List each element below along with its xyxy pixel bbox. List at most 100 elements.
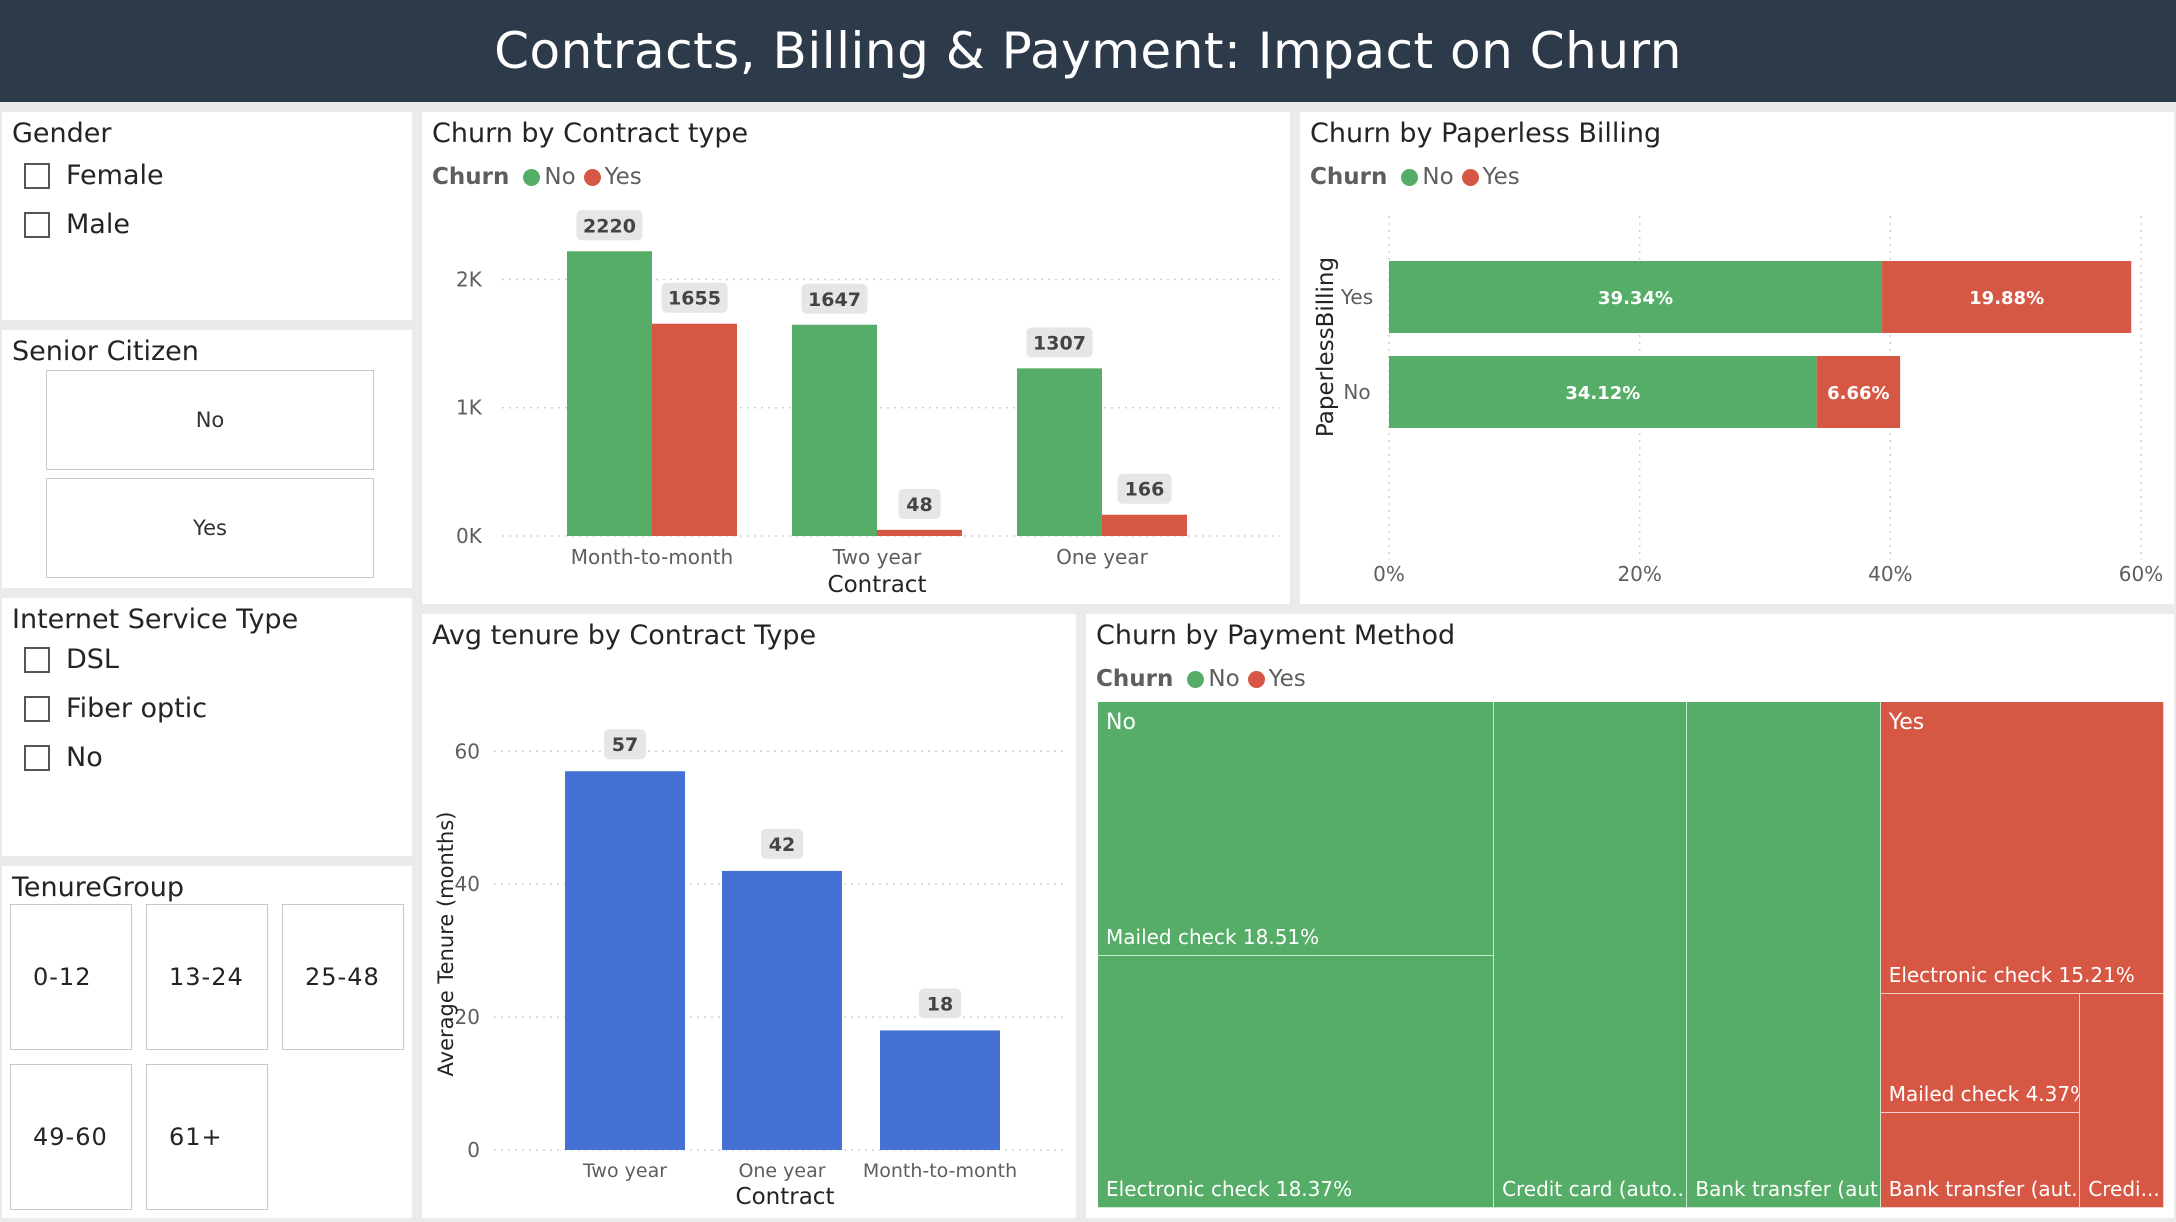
tenure-chart-title: Avg tenure by Contract Type: [432, 620, 817, 651]
bar-no: [567, 251, 652, 536]
checkbox-icon[interactable]: [24, 744, 50, 771]
paperless-bar-chart: 0% 20% 40% 60% 39.34% 19.88% Yes 34.12% 6.66% NoP…: [1313, 216, 2163, 586]
option-label: Fiber optic: [66, 693, 208, 724]
gender-option-male[interactable]: Male: [24, 209, 130, 240]
treemap-group-label: No: [1106, 710, 1136, 735]
x-tick-label: One year: [738, 1160, 825, 1182]
legend-item-no[interactable]: No: [1187, 666, 1240, 692]
data-label: 166: [1125, 479, 1165, 501]
checkbox-icon[interactable]: [24, 162, 50, 189]
legend-item-yes[interactable]: Yes: [583, 164, 642, 190]
legend-label-yes: Yes: [1268, 666, 1306, 692]
payment-chart-title: Churn by Payment Method: [1096, 620, 1456, 651]
tenure-tile-0-12[interactable]: 0-12: [10, 904, 132, 1050]
bar-no: [792, 324, 877, 536]
data-label: 48: [906, 494, 932, 516]
avg-tenure-panel: Avg tenure by Contract Type 0 20 40 60 57 Two…: [422, 614, 1076, 1218]
y-tick-label: 60: [455, 739, 480, 763]
option-label: No: [66, 742, 103, 773]
data-label: 42: [769, 834, 795, 856]
bar-no: [1017, 368, 1102, 536]
senior-citizen-slicer: Senior Citizen No Yes: [2, 330, 412, 588]
treemap-cell-no-bank-transfer[interactable]: Bank transfer (aut...: [1687, 702, 1881, 1208]
contract-churn-panel: Churn by Contract type Churn No Yes 0K 1K…: [422, 112, 1290, 604]
treemap-cell-label: Mailed check 4.37%: [1888, 1081, 2081, 1106]
legend-label-yes: Yes: [604, 164, 642, 190]
legend-item-yes[interactable]: Yes: [1247, 666, 1306, 692]
legend-title: Churn: [1310, 164, 1388, 190]
bar-no: [1389, 261, 1883, 333]
y-tick-label: No: [1343, 380, 1370, 404]
senior-tile-no[interactable]: No: [46, 370, 374, 470]
senior-tile-yes[interactable]: Yes: [46, 478, 374, 578]
bar-no: [1389, 356, 1817, 428]
checkbox-icon[interactable]: [24, 695, 50, 722]
y-tick-label: 0K: [456, 524, 483, 548]
x-axis-title: Contract: [736, 1184, 835, 1210]
y-tick-label: Yes: [1340, 285, 1373, 309]
gender-option-female[interactable]: Female: [24, 160, 164, 191]
x-tick-label: 40%: [1868, 562, 1912, 586]
x-tick-label: 0%: [1373, 562, 1405, 586]
data-label-badge: [661, 282, 728, 313]
legend-dot-icon: [1187, 670, 1205, 688]
legend-label-no: No: [1422, 164, 1454, 190]
legend-label-yes: Yes: [1482, 164, 1520, 190]
tenure-tile-49-60[interactable]: 49-60: [10, 1064, 132, 1210]
legend-dot-icon: [583, 168, 601, 186]
internet-option-no[interactable]: No: [24, 742, 103, 773]
tenure-tile-25-48[interactable]: 25-48: [282, 904, 404, 1050]
treemap-cell-no-credit-card[interactable]: Credit card (auto...: [1494, 702, 1688, 1208]
payment-method-panel: Churn by Payment Method Churn No Yes Mai…: [1086, 614, 2174, 1218]
senior-citizen-slicer-title: Senior Citizen: [12, 336, 199, 367]
contract-chart-title: Churn by Contract type: [432, 118, 749, 149]
x-tick-label: 20%: [1617, 562, 1661, 586]
treemap-cell-yes-mailed-check[interactable]: Mailed check 4.37%: [1880, 993, 2081, 1113]
legend-item-no[interactable]: No: [1401, 164, 1454, 190]
tenure-tile-13-24[interactable]: 13-24: [146, 904, 268, 1050]
y-tick-label: 40: [455, 872, 480, 896]
data-label: 1655: [668, 288, 721, 310]
x-tick-label: Month-to-month: [863, 1160, 1017, 1182]
treemap-cell-no-electronic-check[interactable]: Electronic check 18.37%: [1098, 955, 1495, 1208]
treemap-cell-label: Credi...: [2088, 1176, 2160, 1201]
x-axis-title: Contract: [828, 572, 927, 598]
legend-label-no: No: [544, 164, 576, 190]
y-axis-title: PaperlessBilling: [1313, 257, 1339, 437]
legend-title: Churn: [432, 164, 510, 190]
data-label: 1647: [808, 289, 861, 311]
treemap-cell-label: Bank transfer (aut...: [1695, 1177, 1881, 1201]
y-tick-label: 1K: [456, 396, 483, 420]
checkbox-icon[interactable]: [24, 646, 50, 673]
data-label-badge: [919, 988, 961, 1019]
treemap-cell-yes-credit-card[interactable]: Credi...: [2080, 993, 2164, 1208]
internet-service-slicer-title: Internet Service Type: [12, 604, 299, 635]
internet-option-dsl[interactable]: DSL: [24, 644, 119, 675]
option-label: Female: [66, 160, 164, 191]
bar-yes: [1816, 356, 1901, 428]
contract-bar-chart: 0K 1K 2K 2220 1655 Month-to-month 1647 48 Two ye…: [456, 210, 1280, 598]
legend-item-no[interactable]: No: [523, 164, 576, 190]
treemap-cell-label: Electronic check 18.37%: [1106, 1176, 1353, 1201]
option-label: Male: [66, 209, 130, 240]
x-tick-label: Two year: [582, 1160, 667, 1182]
data-label: 1307: [1033, 332, 1086, 354]
internet-option-fiber[interactable]: Fiber optic: [24, 693, 207, 724]
checkbox-icon[interactable]: [24, 211, 50, 238]
bar: [880, 1030, 1000, 1150]
data-label-badge: [761, 828, 803, 859]
legend-dot-icon: [1401, 168, 1419, 186]
data-label: 18: [927, 993, 953, 1015]
y-axis-title: Average Tenure (months): [434, 812, 458, 1077]
data-label: 57: [612, 734, 638, 756]
treemap-cell-label: Mailed check 18.51%: [1106, 924, 1320, 949]
treemap-cell-yes-electronic-check[interactable]: Electronic check 15.21%: [1880, 702, 2164, 994]
treemap-cell-yes-bank-transfer[interactable]: Bank transfer (aut...: [1880, 1112, 2081, 1208]
paperless-churn-panel: Churn by Paperless Billing Churn No Yes …: [1300, 112, 2174, 604]
legend-item-yes[interactable]: Yes: [1461, 164, 1520, 190]
data-label: 39.34%: [1598, 288, 1673, 309]
x-tick-label: One year: [1056, 545, 1148, 569]
tenure-tile-61-plus[interactable]: 61+: [146, 1064, 268, 1210]
treemap-cell-no-mailed-check[interactable]: Mailed check 18.51%: [1098, 702, 1495, 956]
data-label: 2220: [583, 215, 636, 237]
